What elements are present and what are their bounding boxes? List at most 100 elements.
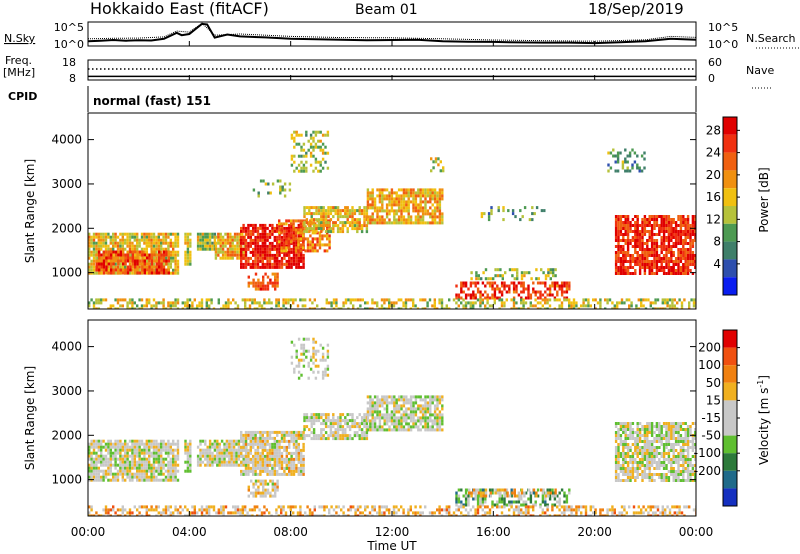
colorbar-swatch (723, 241, 737, 260)
colorbar-swatch (723, 188, 737, 206)
velocity-colorbar: 200 100 50 15 -15 -50 -100 -200 (694, 329, 740, 507)
colorbar-tick-label: 24 (706, 146, 721, 160)
nave-label: Nave (746, 64, 774, 77)
nave-tick-high: 60 (708, 56, 722, 69)
date-label: 18/Sep/2019 (588, 0, 684, 18)
colorbar-tick-label: 50 (706, 376, 721, 390)
velocity-region-4 (247, 479, 279, 498)
colorbar-tick-label: 12 (706, 212, 721, 226)
power-colorbar-label: Power [dB] (757, 167, 771, 232)
colorbar-tick-label: 16 (706, 190, 721, 204)
time-axis: 00:00 04:00 08:00 12:00 16:00 20:00 00:00 (71, 41, 714, 539)
power-y-axis: 1000 2000 3000 4000 (51, 133, 696, 280)
power-region-8 (303, 206, 369, 234)
colorbar-swatch (723, 435, 737, 454)
y-tick-label: 1000 (51, 266, 82, 280)
colorbar-swatch (723, 488, 737, 506)
cpid-label: CPID (8, 90, 37, 103)
power-region-5 (240, 223, 305, 269)
nsky-tick-high: 10^5 (54, 21, 84, 34)
colorbar-frame (722, 116, 738, 296)
nave-tick-low: 0 (708, 72, 715, 85)
velocity-y-label: Slant Range [km] (23, 366, 37, 470)
velocity-colorbar-label: Velocity [m s-1] (756, 375, 771, 465)
colorbar-tick-label: -50 (701, 429, 721, 443)
colorbar-swatch (723, 418, 737, 436)
x-tick-label: 04:00 (172, 525, 207, 539)
velocity-region-2 (196, 439, 248, 467)
colorbar-swatch (723, 152, 737, 171)
power-y-label: Slant Range [km] (23, 159, 37, 263)
power-region-13 (455, 281, 571, 300)
velocity-region-9 (468, 488, 557, 498)
y-tick-label: 2000 (51, 428, 82, 442)
velocity-region-3 (240, 430, 305, 476)
velocity-region-0 (88, 439, 180, 482)
colorbar-tick-label: -200 (694, 464, 721, 478)
y-tick-label: 1000 (51, 473, 82, 487)
colorbar-swatch (723, 347, 737, 366)
colorbar-swatch (723, 117, 737, 135)
freq-label: Freq. (5, 54, 32, 67)
colorbar-swatch (723, 206, 737, 224)
velocity-heatmap (88, 337, 696, 516)
colorbar-swatch (723, 330, 737, 348)
colorbar-swatch (723, 277, 737, 295)
freq-tick-low: 8 (69, 72, 76, 85)
station-title: Hokkaido East (fitACF) (90, 0, 269, 18)
colorbar-tick-label: 8 (713, 235, 721, 249)
colorbar-swatch (723, 470, 737, 489)
nsearch-series (87, 22, 697, 42)
colorbar-swatch (723, 134, 737, 153)
colorbar-tick-label: 4 (713, 257, 721, 271)
colorbar-swatch (723, 170, 737, 189)
x-tick-label: 00:00 (679, 525, 714, 539)
colorbar-tick-label: 28 (706, 123, 721, 137)
power-panel: 1000 2000 3000 4000 Slant Range [km] 4 8 12 16… (23, 112, 771, 310)
y-tick-label: 4000 (51, 133, 82, 147)
time-axis-label: Time UT (366, 539, 417, 553)
power-region-18 (88, 298, 696, 309)
velocity-region-5 (303, 413, 369, 441)
x-tick-label: 16:00 (476, 525, 511, 539)
nsky-series (87, 22, 697, 45)
y-tick-label: 2000 (51, 221, 82, 235)
cpid-panel: CPID normal (fast) 151 (8, 86, 697, 112)
x-tick-label: 20:00 (577, 525, 612, 539)
power-region-6 (247, 272, 279, 291)
nsky-tick-low: 10^0 (54, 38, 84, 51)
freq-unit-label: [MHz] (3, 66, 35, 79)
colorbar-tick-label: -15 (701, 411, 721, 425)
power-region-9 (366, 188, 444, 225)
nsky-label: N.Sky (4, 32, 36, 45)
noise-panel: N.Sky N.Search 10^5 10^0 10^5 10^0 (4, 21, 800, 51)
power-region-15 (480, 206, 546, 222)
power-region-2 (184, 232, 192, 266)
colorbar-swatch (723, 365, 737, 383)
velocity-region-10 (614, 422, 696, 482)
velocity-region-1 (184, 439, 192, 473)
beam-label: Beam 01 (355, 2, 418, 18)
colorbar-swatch (723, 223, 737, 242)
y-tick-label: 4000 (51, 340, 82, 354)
power-heatmap (88, 130, 696, 309)
power-region-1 (95, 250, 170, 275)
power-region-12 (430, 157, 445, 173)
power-region-16 (614, 215, 696, 275)
power-region-17 (607, 148, 646, 173)
cpid-text: normal (fast) 151 (93, 94, 211, 108)
power-region-10 (290, 130, 330, 173)
y-tick-label: 3000 (51, 384, 82, 398)
power-region-14 (470, 268, 557, 281)
y-tick-label: 3000 (51, 177, 82, 191)
colorbar-swatch (723, 400, 737, 418)
velocity-region-11 (88, 505, 696, 516)
colorbar-swatch (723, 259, 737, 278)
power-region-3 (196, 232, 217, 251)
velocity-region-6 (366, 395, 444, 432)
colorbar-tick-label: 15 (706, 393, 721, 407)
colorbar-tick-label: 200 (698, 341, 721, 355)
velocity-region-7 (290, 337, 330, 380)
